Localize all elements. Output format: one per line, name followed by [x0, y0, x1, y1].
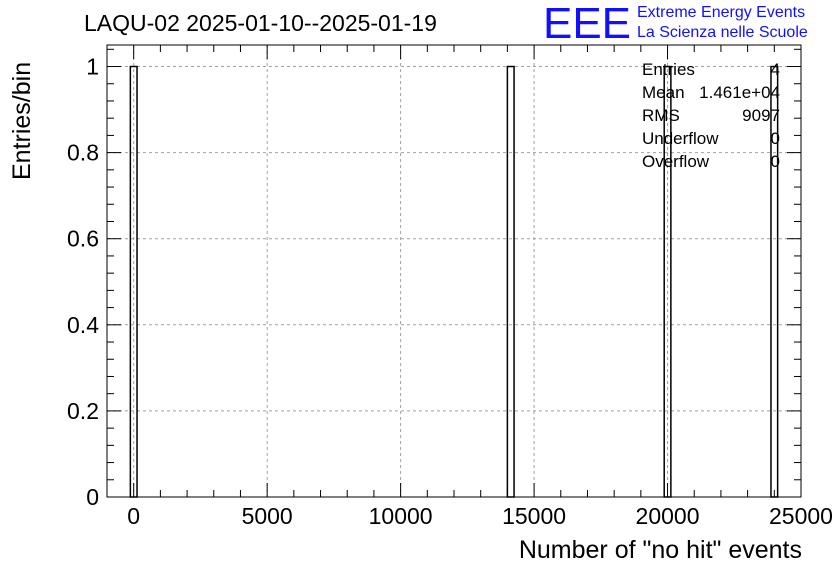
stat-value: 9097: [742, 106, 780, 125]
stat-value: 0: [770, 129, 780, 148]
y-tick-label: 0.2: [67, 398, 99, 424]
x-axis-label: Number of "no hit" events: [518, 536, 802, 564]
x-tick-label: 15000: [502, 503, 566, 529]
y-tick-label: 0.4: [67, 312, 99, 338]
stat-row-underflow: Underflow 0: [642, 129, 782, 152]
stat-row-entries: Entries 4: [642, 60, 782, 83]
y-tick-label: 0.8: [67, 140, 99, 166]
x-tick-label: 25000: [769, 503, 833, 529]
x-tick-label: 10000: [369, 503, 433, 529]
stat-value: 1.461e+04: [699, 83, 780, 102]
stat-name: Mean: [642, 83, 685, 102]
stat-name: Overflow: [642, 152, 710, 171]
stat-value: 0: [770, 152, 780, 171]
logo-letters: EEE: [543, 2, 631, 42]
stat-name: Entries: [642, 60, 695, 79]
stat-value: 4: [770, 60, 780, 79]
stat-row-overflow: Overflow 0: [642, 152, 782, 175]
x-tick-label: 0: [127, 503, 140, 529]
y-axis-label: Entries/bin: [8, 61, 36, 180]
histogram-bar: [506, 65, 515, 498]
stat-row-mean: Mean 1.461e+04: [642, 83, 782, 106]
y-tick-label: 0.6: [67, 226, 99, 252]
x-tick-label: 5000: [242, 503, 293, 529]
y-tick-label: 0: [86, 484, 99, 510]
chart-title: LAQU-02 2025-01-10--2025-01-19: [84, 10, 437, 36]
eee-logo: EEE: [543, 2, 631, 42]
stat-row-rms: RMS 9097: [642, 106, 782, 129]
logo-line-1: Extreme Energy Events: [637, 4, 806, 21]
stats-box: Entries 4 Mean 1.461e+04 RMS 9097 Underf…: [642, 60, 782, 175]
stat-name: RMS: [642, 106, 680, 125]
x-tick-label: 20000: [636, 503, 700, 529]
logo-line-2: La Scienza nelle Scuole: [637, 24, 808, 41]
y-tick-label: 1: [86, 54, 99, 80]
stat-name: Underflow: [642, 129, 719, 148]
